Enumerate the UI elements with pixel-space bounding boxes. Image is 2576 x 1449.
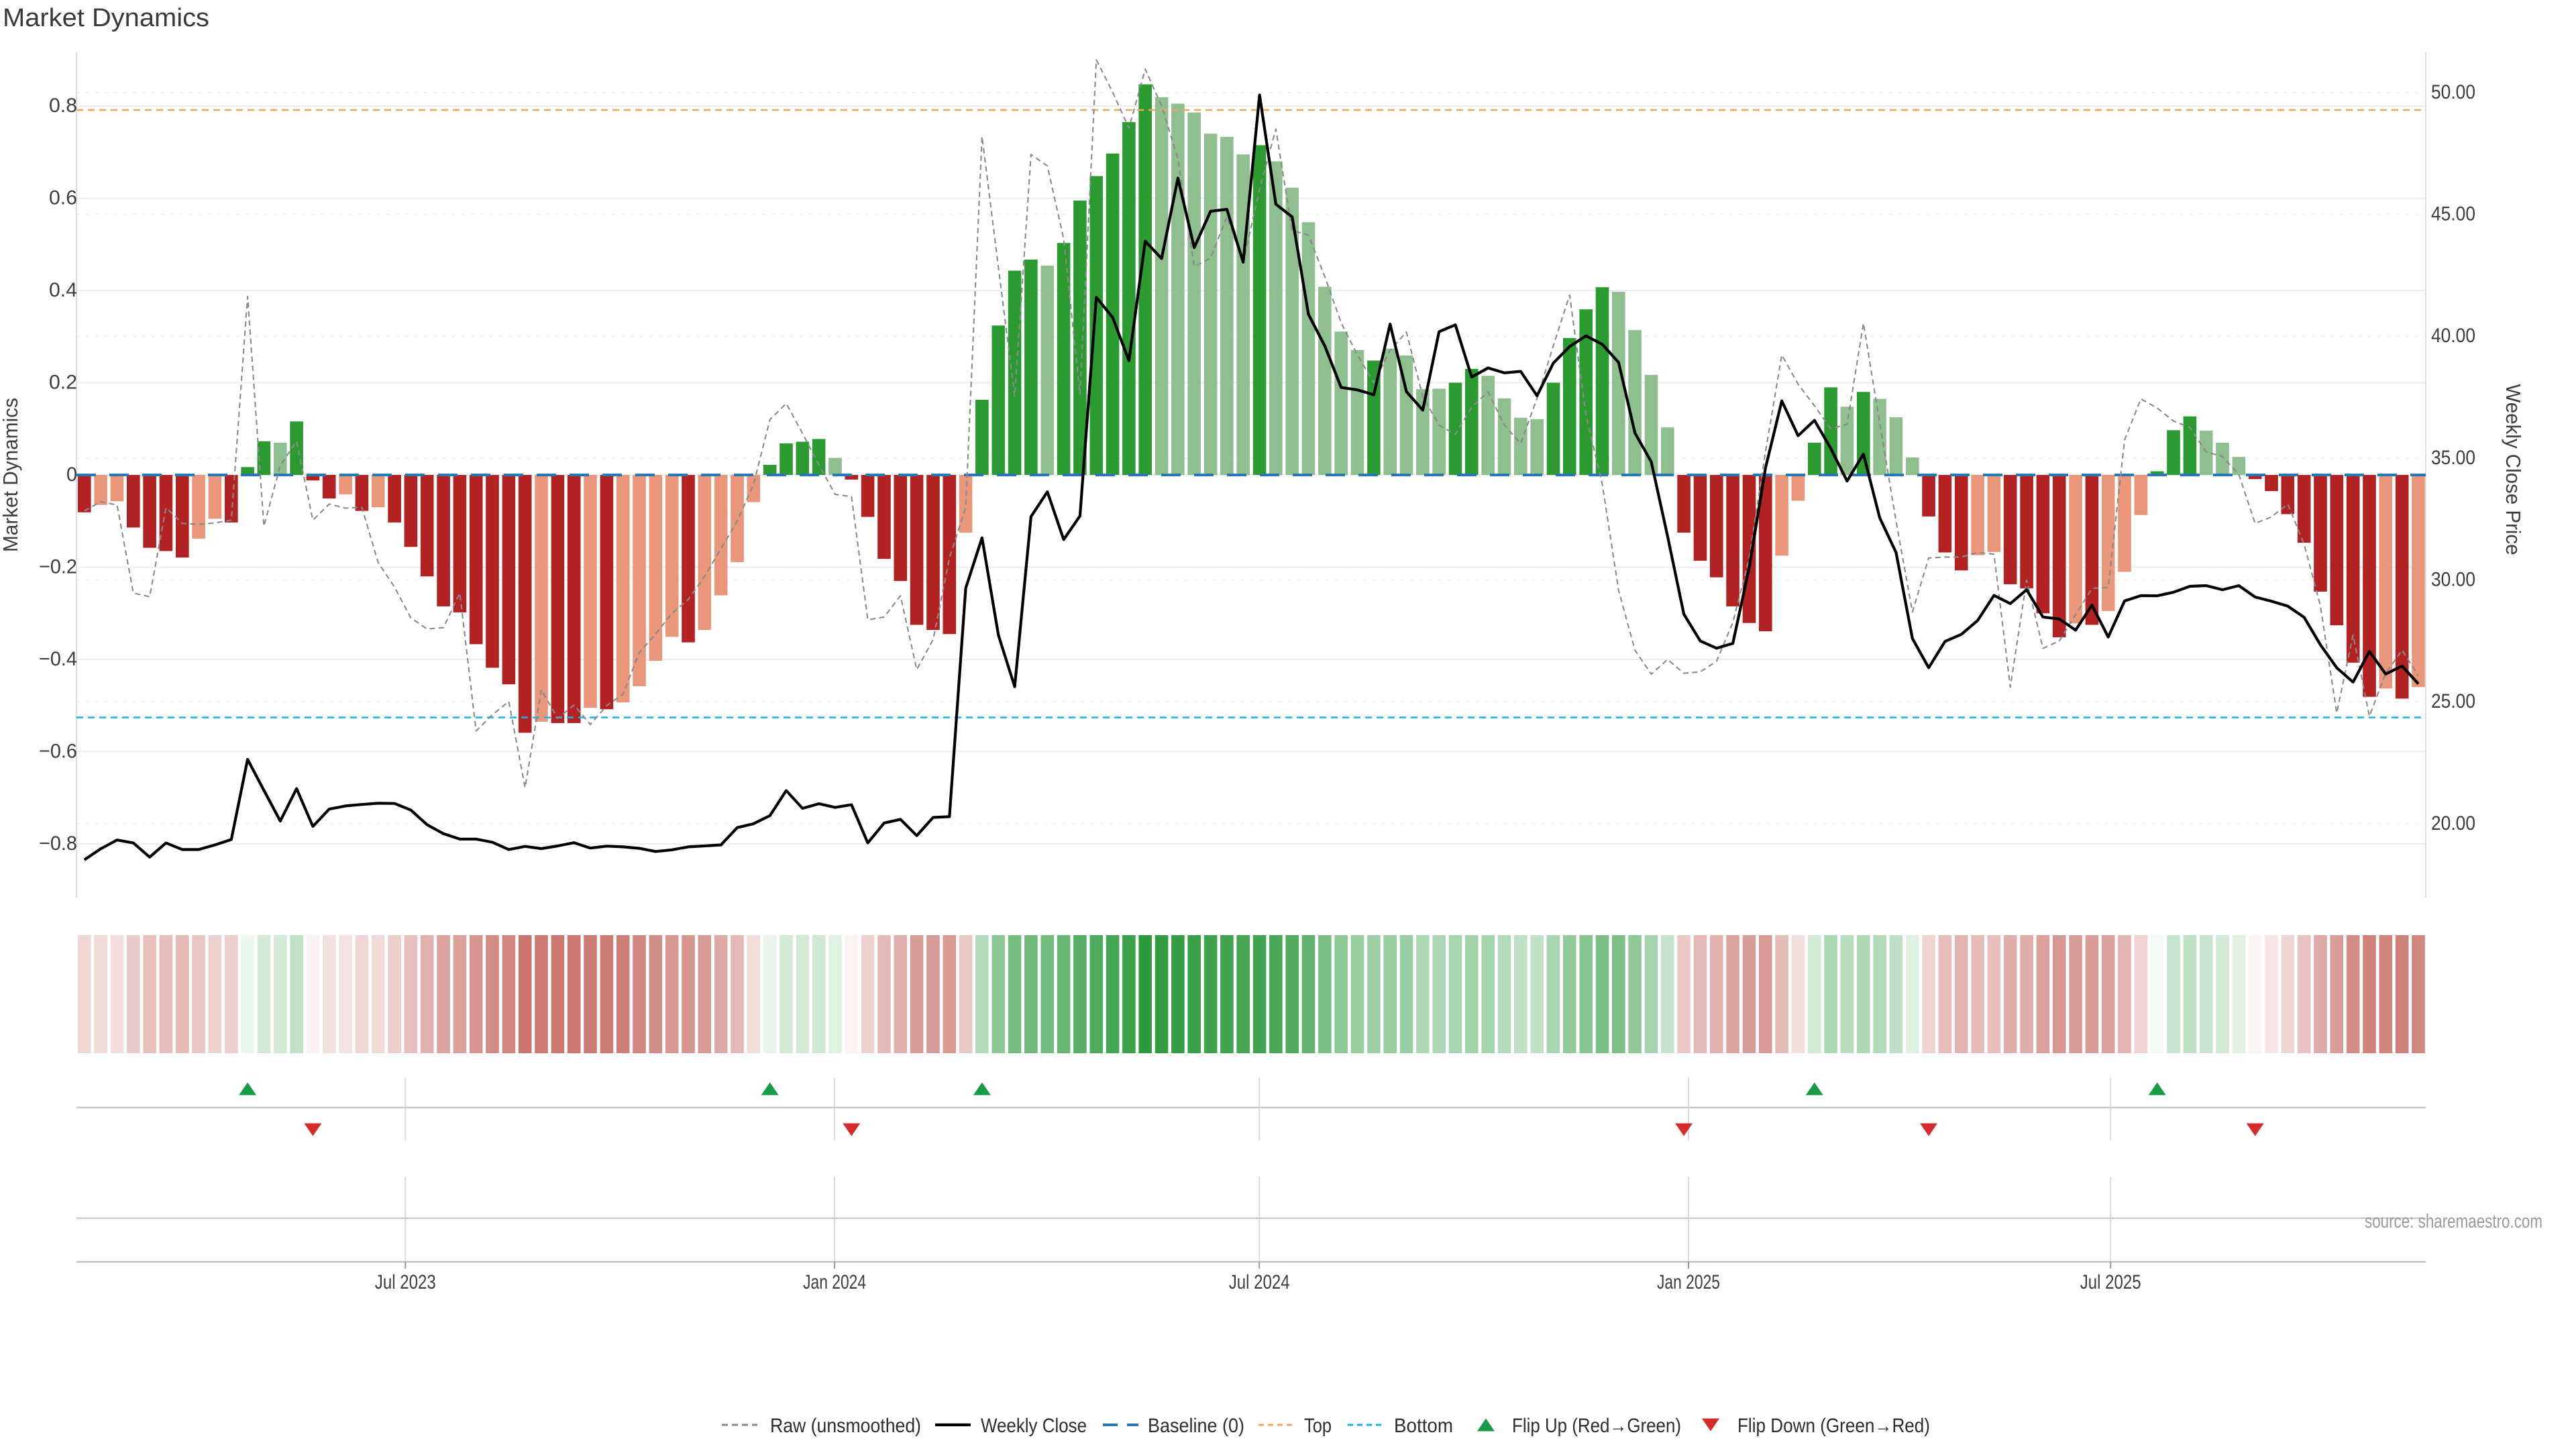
- svg-text:0.2: 0.2: [49, 371, 77, 393]
- svg-text:Jul 2025: Jul 2025: [2080, 1271, 2141, 1293]
- svg-text:Market Dynamics: Market Dynamics: [3, 4, 209, 32]
- svg-text:Jul 2023: Jul 2023: [375, 1271, 436, 1293]
- svg-text:source: sharemaestro.com: source: sharemaestro.com: [2365, 1211, 2542, 1232]
- svg-text:0.4: 0.4: [49, 279, 77, 301]
- svg-text:25.00: 25.00: [2431, 690, 2475, 712]
- svg-text:0: 0: [66, 464, 77, 486]
- svg-text:50.00: 50.00: [2431, 81, 2475, 103]
- svg-text:−0.4: −0.4: [39, 648, 77, 670]
- svg-text:Flip Up (Red→Green): Flip Up (Red→Green): [1512, 1415, 1681, 1437]
- svg-text:Top: Top: [1304, 1415, 1332, 1437]
- svg-text:35.00: 35.00: [2431, 447, 2475, 469]
- svg-text:Jan 2025: Jan 2025: [1657, 1271, 1720, 1293]
- svg-text:−0.6: −0.6: [39, 740, 77, 762]
- svg-text:Baseline (0): Baseline (0): [1148, 1415, 1244, 1437]
- svg-text:−0.2: −0.2: [39, 555, 77, 578]
- svg-text:Raw (unsmoothed): Raw (unsmoothed): [770, 1415, 921, 1437]
- svg-text:Weekly Close Price: Weekly Close Price: [2502, 384, 2525, 555]
- svg-text:Weekly Close: Weekly Close: [981, 1415, 1087, 1437]
- svg-text:0.8: 0.8: [49, 95, 77, 117]
- svg-text:20.00: 20.00: [2431, 812, 2475, 835]
- svg-text:Flip Down (Green→Red): Flip Down (Green→Red): [1737, 1415, 1930, 1437]
- svg-text:Market Dynamics: Market Dynamics: [0, 398, 22, 552]
- svg-text:Bottom: Bottom: [1394, 1415, 1453, 1437]
- svg-text:40.00: 40.00: [2431, 325, 2475, 347]
- svg-text:30.00: 30.00: [2431, 569, 2475, 591]
- svg-text:−0.8: −0.8: [39, 833, 77, 855]
- svg-text:45.00: 45.00: [2431, 203, 2475, 225]
- svg-text:Jan 2024: Jan 2024: [803, 1271, 866, 1293]
- svg-text:Jul 2024: Jul 2024: [1229, 1271, 1290, 1293]
- svg-text:0.6: 0.6: [49, 186, 77, 209]
